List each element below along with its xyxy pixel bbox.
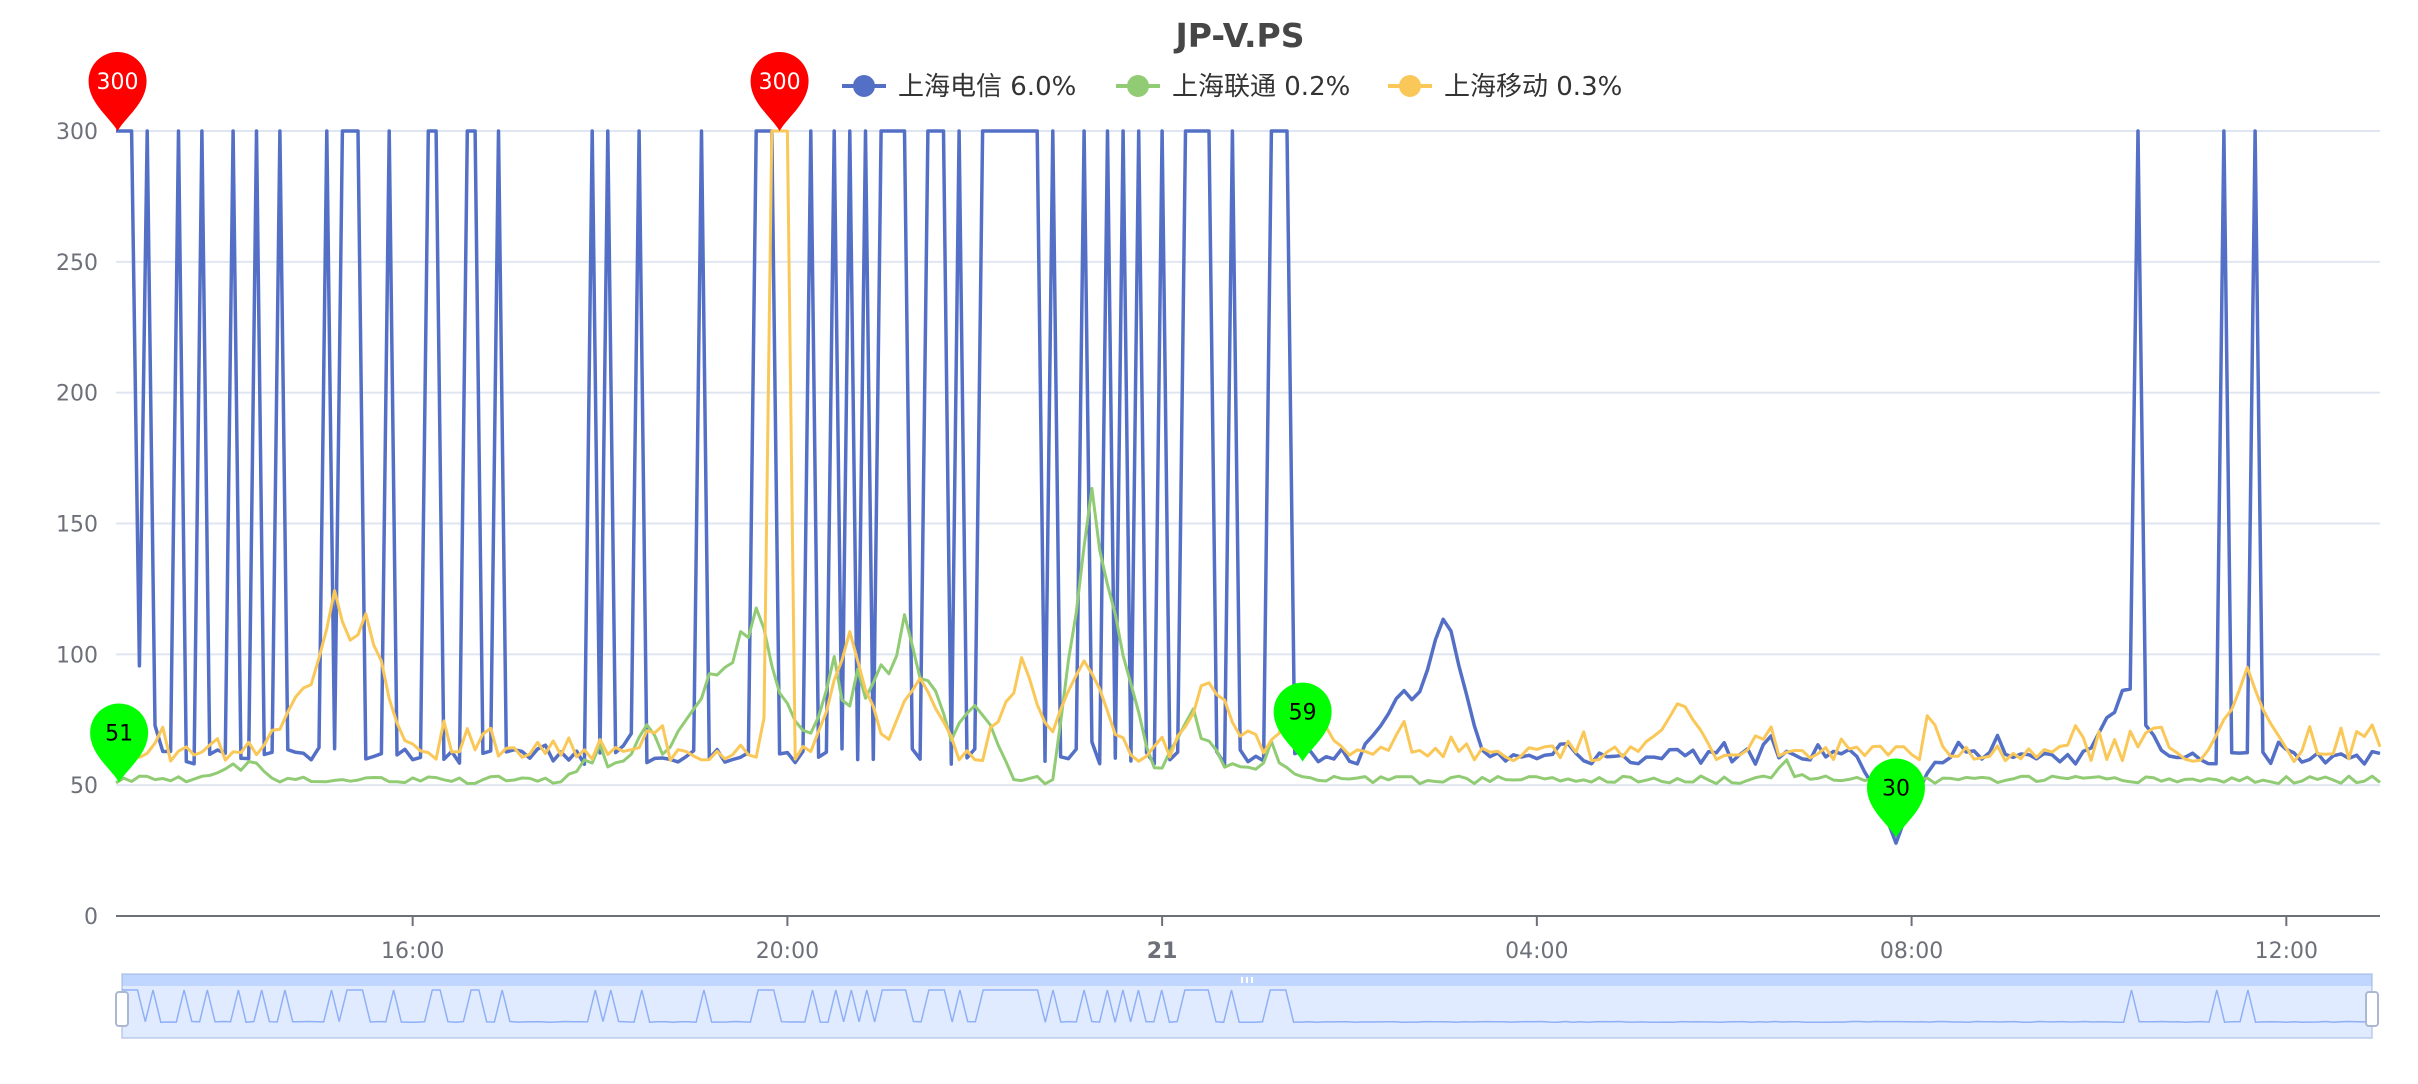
legend-item[interactable]: 上海移动 0.3%: [1388, 72, 1622, 102]
marker-shape: [1866, 758, 1925, 838]
x-tick-label: 21: [1147, 939, 1178, 964]
data-zoom-slider[interactable]: [115, 973, 2379, 1039]
markers: 300 300 51 59 30: [88, 51, 1925, 838]
y-tick-label: 150: [56, 513, 98, 538]
marker-shape: [90, 703, 149, 783]
legend[interactable]: 上海电信 6.0% 上海联通 0.2% 上海移动 0.3%: [842, 72, 1622, 102]
x-tick-label: 12:00: [2255, 939, 2318, 964]
legend-label: 上海电信 6.0%: [898, 72, 1076, 102]
zoom-handle-right[interactable]: [2365, 991, 2379, 1027]
chart-title: JP-V.PS: [1174, 16, 1305, 55]
marker-label: 30: [1882, 777, 1910, 802]
marker-pin-max: 300: [750, 52, 809, 131]
zoom-selection[interactable]: [122, 974, 2372, 1038]
y-tick-label: 0: [84, 905, 98, 930]
zoom-preview-line: [122, 989, 2373, 1024]
legend-label: 上海移动 0.3%: [1444, 72, 1622, 102]
series-line-mobile: [114, 129, 2382, 764]
marker-shape: [1273, 682, 1332, 762]
zoom-handle-left[interactable]: [115, 991, 129, 1027]
series-line-telecom: [116, 129, 2381, 845]
x-axis: 16:00 20:00 21 04:00 08:00 12:00: [116, 915, 2380, 964]
marker-label: 51: [105, 722, 133, 747]
x-tick-label: 04:00: [1505, 939, 1568, 964]
zoom-track: [121, 973, 2373, 1039]
y-axis: 0 50 100 150 200 250 300: [56, 120, 98, 930]
legend-symbol: [1399, 75, 1421, 97]
legend-item[interactable]: 上海联通 0.2%: [1116, 72, 1350, 102]
grid-lines: [116, 130, 2380, 787]
marker-shape: [750, 52, 809, 131]
plot-area: [114, 129, 2382, 845]
marker-shape: [88, 51, 147, 131]
y-tick-label: 100: [56, 643, 98, 668]
marker-label: 59: [1289, 701, 1317, 726]
legend-label: 上海联通 0.2%: [1172, 72, 1350, 102]
x-tick-label: 08:00: [1880, 939, 1943, 964]
marker-label: 300: [759, 70, 801, 95]
marker-pin-min: 30: [1866, 758, 1925, 838]
y-tick-label: 200: [56, 382, 98, 407]
y-tick-label: 300: [56, 120, 98, 145]
marker-pin-min: 59: [1273, 682, 1332, 762]
legend-item[interactable]: 上海电信 6.0%: [842, 72, 1076, 102]
y-tick-label: 250: [56, 251, 98, 276]
marker-pin-max: 300: [88, 51, 147, 131]
marker-pin-min: 51: [90, 703, 149, 783]
legend-symbol: [853, 75, 875, 97]
x-tick-label: 16:00: [381, 939, 444, 964]
series-line-unicom: [115, 486, 2381, 786]
y-tick-label: 50: [70, 774, 98, 799]
legend-symbol: [1127, 75, 1149, 97]
x-tick-label: 20:00: [756, 939, 819, 964]
marker-label: 300: [97, 70, 139, 95]
